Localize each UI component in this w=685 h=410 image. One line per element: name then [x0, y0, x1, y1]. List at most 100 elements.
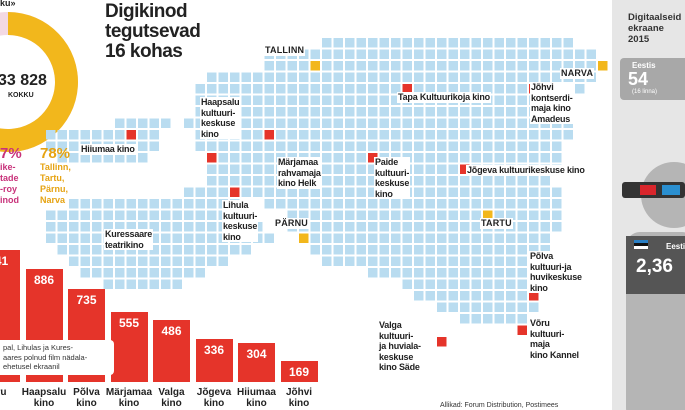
map-square [230, 84, 240, 94]
map-square [506, 302, 516, 312]
map-square [333, 118, 343, 128]
map-square [322, 187, 332, 197]
map-square [69, 141, 79, 151]
map-square [563, 38, 573, 48]
map-square [161, 199, 171, 209]
map-square [253, 141, 263, 151]
map-square [345, 256, 355, 266]
map-square [241, 164, 251, 174]
map-square [115, 153, 125, 163]
map-square [448, 72, 458, 82]
map-square [241, 187, 251, 197]
map-square [483, 302, 493, 312]
map-square [552, 61, 562, 71]
map-square [414, 291, 424, 301]
map-square [299, 84, 309, 94]
map-marker [437, 337, 447, 347]
map-square [437, 268, 447, 278]
map-square [310, 84, 320, 94]
map-square [138, 141, 148, 151]
glasses-lens [640, 185, 656, 195]
map-square [379, 84, 389, 94]
map-square [506, 153, 516, 163]
map-square [425, 49, 435, 59]
map-square [506, 279, 516, 289]
map-square [483, 199, 493, 209]
map-square [356, 84, 366, 94]
map-square [195, 233, 205, 243]
pie-total: 33 828 [0, 72, 47, 89]
map-square [425, 72, 435, 82]
map-square [345, 118, 355, 128]
map-square [195, 210, 205, 220]
map-square [69, 256, 79, 266]
map-square [115, 118, 125, 128]
map-square [149, 256, 159, 266]
map-square [425, 279, 435, 289]
map-square [356, 222, 366, 232]
map-square [322, 164, 332, 174]
map-square [230, 245, 240, 255]
map-square [552, 153, 562, 163]
map-square [161, 210, 171, 220]
map-square [115, 210, 125, 220]
map-square [552, 210, 562, 220]
map-square [276, 199, 286, 209]
map-square [425, 222, 435, 232]
bar-value-label: 735 [76, 292, 97, 307]
map-marker [529, 291, 539, 301]
map-square [287, 72, 297, 82]
map-square [333, 95, 343, 105]
map-square [460, 141, 470, 151]
map-square [69, 210, 79, 220]
map-square [218, 187, 228, 197]
map-square [471, 279, 481, 289]
map-square [437, 233, 447, 243]
map-square [333, 176, 343, 186]
map-square [126, 222, 136, 232]
map-square [494, 256, 504, 266]
map-square [586, 49, 596, 59]
map-square [483, 141, 493, 151]
bar-category: Hiiumaa kino [237, 387, 276, 409]
map-square [483, 314, 493, 324]
map-square [529, 199, 539, 209]
map-square [483, 176, 493, 186]
map-square [161, 118, 171, 128]
map-title: Digikinod tegutsevad 16 kohas [105, 1, 201, 62]
map-square [69, 233, 79, 243]
bar-value-label: 304 [246, 347, 267, 362]
map-square [92, 210, 102, 220]
map-marker [264, 130, 274, 140]
map-square [218, 72, 228, 82]
map-square [253, 95, 263, 105]
map-square [287, 61, 297, 71]
map-square [345, 141, 355, 151]
map-square [368, 141, 378, 151]
map-square [276, 187, 286, 197]
map-square [368, 210, 378, 220]
map-square [253, 153, 263, 163]
map-square [414, 164, 424, 174]
map-square [138, 279, 148, 289]
map-square [425, 38, 435, 48]
map-square [425, 61, 435, 71]
map-square [103, 279, 113, 289]
map-square [322, 176, 332, 186]
cinema-label: Jõgeva kultuurikeskuse kino [466, 165, 586, 176]
map-square [368, 107, 378, 117]
map-square [368, 72, 378, 82]
map-square [471, 268, 481, 278]
map-square [517, 95, 527, 105]
map-square [264, 187, 274, 197]
map-square [506, 268, 516, 278]
map-square [333, 61, 343, 71]
map-square [149, 222, 159, 232]
map-square [126, 210, 136, 220]
map-square [506, 291, 516, 301]
map-square [172, 256, 182, 266]
map-square [425, 153, 435, 163]
map-square [529, 176, 539, 186]
cinema-label: Võru kultuuri- maja kino Kannel [529, 318, 580, 360]
map-square [92, 199, 102, 209]
